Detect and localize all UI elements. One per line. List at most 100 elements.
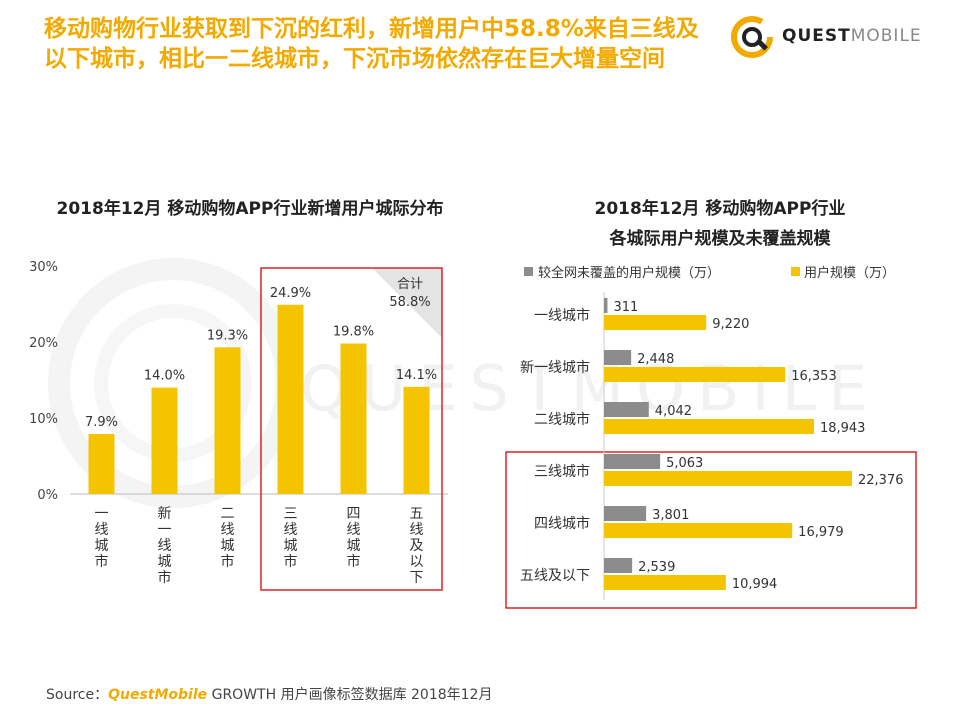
y-tick-label: 二线城市 [534, 411, 590, 428]
x-tick-label-char: 线 [284, 522, 298, 538]
x-tick-label-char: 新 [158, 506, 172, 522]
bar [151, 387, 178, 494]
data-label: 14.0% [144, 369, 185, 384]
y-tick-label: 五线及以下 [520, 568, 590, 584]
x-tick-label-char: 四 [347, 506, 361, 522]
legend-swatch-yellow [791, 267, 800, 276]
legend-swatch-gray [524, 267, 533, 276]
data-label: 24.9% [270, 286, 311, 301]
y-tick-label: 30% [29, 260, 58, 275]
x-tick-label-char: 五 [410, 506, 424, 522]
x-tick-label-char: 城 [95, 538, 109, 554]
data-label-uncovered: 5,063 [666, 456, 703, 471]
data-label-users: 16,979 [798, 525, 844, 540]
x-tick-label-char: 一 [95, 506, 109, 522]
annotation-value: 58.8% [389, 295, 430, 310]
x-tick-label-char: 市 [221, 553, 235, 570]
questmobile-logo: QUESTMOBILE [728, 12, 928, 62]
right-chart-title-line-2: 各城际用户规模及未覆盖规模 [609, 229, 831, 249]
logo-quest: QUEST [782, 26, 851, 46]
bar-uncovered [604, 350, 632, 365]
bar-users [604, 471, 852, 486]
y-tick-label: 0% [37, 488, 58, 503]
bar [403, 386, 430, 494]
highlight-box [260, 267, 443, 591]
x-tick-label-char: 线 [347, 522, 361, 538]
logo-text: QUESTMOBILE [782, 26, 922, 46]
y-tick-label: 三线城市 [534, 463, 590, 480]
x-tick-label-char: 线 [221, 522, 235, 538]
x-tick-label-char: 城 [158, 554, 172, 570]
right-chart-title: 2018年12月 移动购物APP行业 各城际用户规模及未覆盖规模 [530, 194, 910, 254]
watermark-text: QUESTMOBILE [300, 352, 880, 425]
x-tick-label-char: 下 [410, 570, 424, 586]
data-label: 7.9% [85, 415, 118, 430]
source-rest: GROWTH 用户画像标签数据库 2018年12月 [207, 687, 493, 703]
data-label-users: 18,943 [820, 421, 866, 436]
legend-label-gray: 较全网未覆盖的用户规模（万） [538, 265, 720, 281]
logo-mark-icon [731, 16, 773, 58]
bar-users [604, 523, 793, 538]
x-tick-label-char: 市 [95, 553, 109, 570]
data-label-uncovered: 2,448 [637, 352, 674, 367]
bar-uncovered [604, 506, 647, 521]
x-tick-label-char: 三 [284, 506, 298, 522]
x-tick-label-char: 市 [347, 553, 361, 570]
bar-users [604, 367, 786, 382]
bar-uncovered [604, 402, 649, 417]
headline: 移动购物行业获取到下沉的红利，新增用户中58.8%来自三线及 以下城市，相比一二… [44, 14, 724, 74]
source-label: Source： [46, 687, 109, 703]
annotation-label: 合计 [397, 277, 423, 292]
x-tick-label-char: 线 [95, 522, 109, 538]
x-tick-label-char: 二 [221, 506, 235, 522]
x-tick-label-char: 市 [284, 553, 298, 570]
annotation-corner [372, 268, 442, 338]
data-label-uncovered: 4,042 [655, 404, 692, 419]
left-bar-chart: 0%10%20%30%合计58.8%7.9%一线城市14.0%新一线城市19.3… [29, 260, 448, 591]
x-tick-label-char: 市 [158, 569, 172, 586]
headline-line-1: 移动购物行业获取到下沉的红利，新增用户中58.8%来自三线及 [44, 16, 699, 42]
data-label-uncovered: 311 [613, 300, 638, 315]
bar-uncovered [604, 298, 608, 313]
bar-uncovered [604, 454, 661, 469]
x-tick-label-char: 城 [347, 538, 361, 554]
data-label-users: 9,220 [712, 317, 749, 332]
bar [214, 347, 241, 494]
data-label-uncovered: 3,801 [652, 508, 689, 523]
right-bar-chart: 较全网未覆盖的用户规模（万） 用户规模（万） 一线城市 311 9,220 新一线城市 2,… [505, 265, 917, 609]
x-tick-label-char: 以 [410, 554, 424, 570]
bar-uncovered [604, 558, 633, 573]
x-tick-label-char: 城 [221, 538, 235, 554]
bar-users [604, 419, 814, 434]
x-tick-label-char: 线 [158, 538, 172, 554]
source-brand: QuestMobile [108, 687, 208, 703]
bar [277, 304, 304, 494]
legend-label-yellow: 用户规模（万） [804, 265, 895, 281]
data-label: 14.1% [396, 368, 437, 383]
data-label-users: 10,994 [732, 577, 778, 592]
data-label: 19.8% [333, 325, 374, 340]
data-label-users: 16,353 [791, 369, 837, 384]
bar [340, 343, 367, 494]
data-label-uncovered: 2,539 [638, 560, 675, 575]
data-label-users: 22,376 [858, 473, 904, 488]
y-tick-label: 10% [29, 412, 58, 427]
logo-mobile: MOBILE [850, 26, 922, 46]
x-tick-label-char: 一 [158, 522, 172, 538]
y-tick-label: 20% [29, 336, 58, 351]
y-tick-label: 四线城市 [534, 515, 590, 532]
bar-users [604, 315, 707, 330]
source-note: Source：QuestMobile GROWTH 用户画像标签数据库 2018… [46, 684, 492, 704]
headline-line-2: 以下城市，相比一二线城市，下沉市场依然存在巨大增量空间 [44, 46, 665, 72]
right-chart-title-line-1: 2018年12月 移动购物APP行业 [594, 199, 846, 219]
y-tick-label: 一线城市 [534, 307, 590, 324]
highlight-box [505, 451, 917, 609]
left-chart-title: 2018年12月 移动购物APP行业新增用户城际分布 [56, 199, 444, 219]
x-tick-label-char: 线 [410, 522, 424, 538]
bar-users [604, 575, 726, 590]
data-label: 19.3% [207, 328, 248, 343]
x-tick-label-char: 城 [284, 538, 298, 554]
x-tick-label-char: 及 [410, 538, 424, 554]
bar [88, 433, 115, 494]
y-tick-label: 新一线城市 [520, 359, 590, 376]
